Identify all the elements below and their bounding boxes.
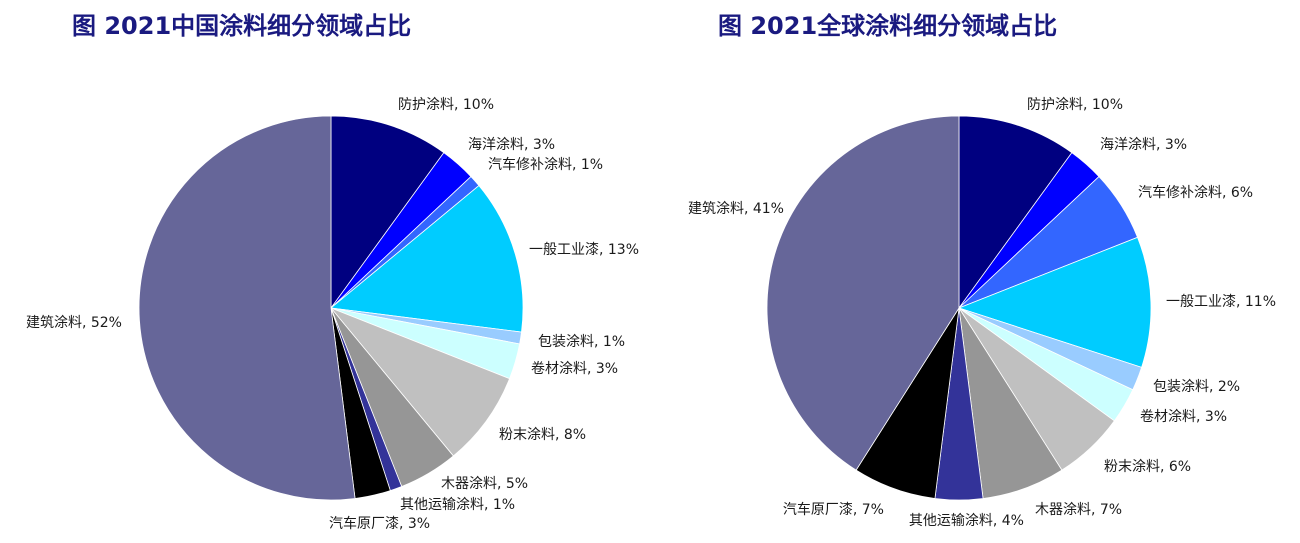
slice-label: 卷材涂料, 3%	[531, 361, 618, 377]
slice-label: 建筑涂料, 41%	[688, 201, 784, 217]
pie-slice	[330, 307, 511, 457]
pie-slice	[138, 115, 356, 501]
slice-label: 一般工业漆, 13%	[529, 242, 639, 258]
pie-slice	[330, 185, 524, 333]
pie-slice	[957, 236, 1152, 368]
china-chart-title: 图 2021中国涂料细分领域占比	[72, 12, 412, 40]
global-pie	[766, 115, 1152, 501]
slice-label: 海洋涂料, 3%	[1100, 137, 1187, 153]
slice-label: 汽车修补涂料, 1%	[488, 156, 603, 173]
slice-label: 包装涂料, 2%	[1153, 379, 1240, 395]
slice-label: 汽车原厂漆, 3%	[329, 515, 430, 532]
slice-label: 其他运输涂料, 4%	[909, 513, 1024, 529]
slice-label: 汽车修补涂料, 6%	[1138, 184, 1253, 201]
slice-label: 其他运输涂料, 1%	[400, 497, 515, 513]
slice-label: 木器涂料, 7%	[1035, 502, 1122, 518]
pie-slice	[958, 115, 1073, 310]
slice-label: 防护涂料, 10%	[1027, 97, 1123, 113]
pie-slice	[766, 115, 960, 471]
slice-label: 粉末涂料, 8%	[499, 427, 586, 443]
slice-label: 建筑涂料, 52%	[26, 315, 122, 331]
slice-label: 防护涂料, 10%	[398, 97, 494, 113]
slice-label: 一般工业漆, 11%	[1166, 294, 1276, 310]
slice-label: 包装涂料, 1%	[538, 334, 625, 350]
slice-label: 木器涂料, 5%	[441, 476, 528, 492]
slice-label: 海洋涂料, 3%	[468, 137, 555, 153]
slice-label: 粉末涂料, 6%	[1104, 459, 1191, 475]
global-chart-title: 图 2021全球涂料细分领域占比	[718, 12, 1058, 40]
slice-label: 汽车原厂漆, 7%	[783, 501, 884, 518]
china-pie	[138, 115, 524, 501]
pie-slice	[330, 115, 445, 310]
slice-label: 卷材涂料, 3%	[1140, 409, 1227, 425]
